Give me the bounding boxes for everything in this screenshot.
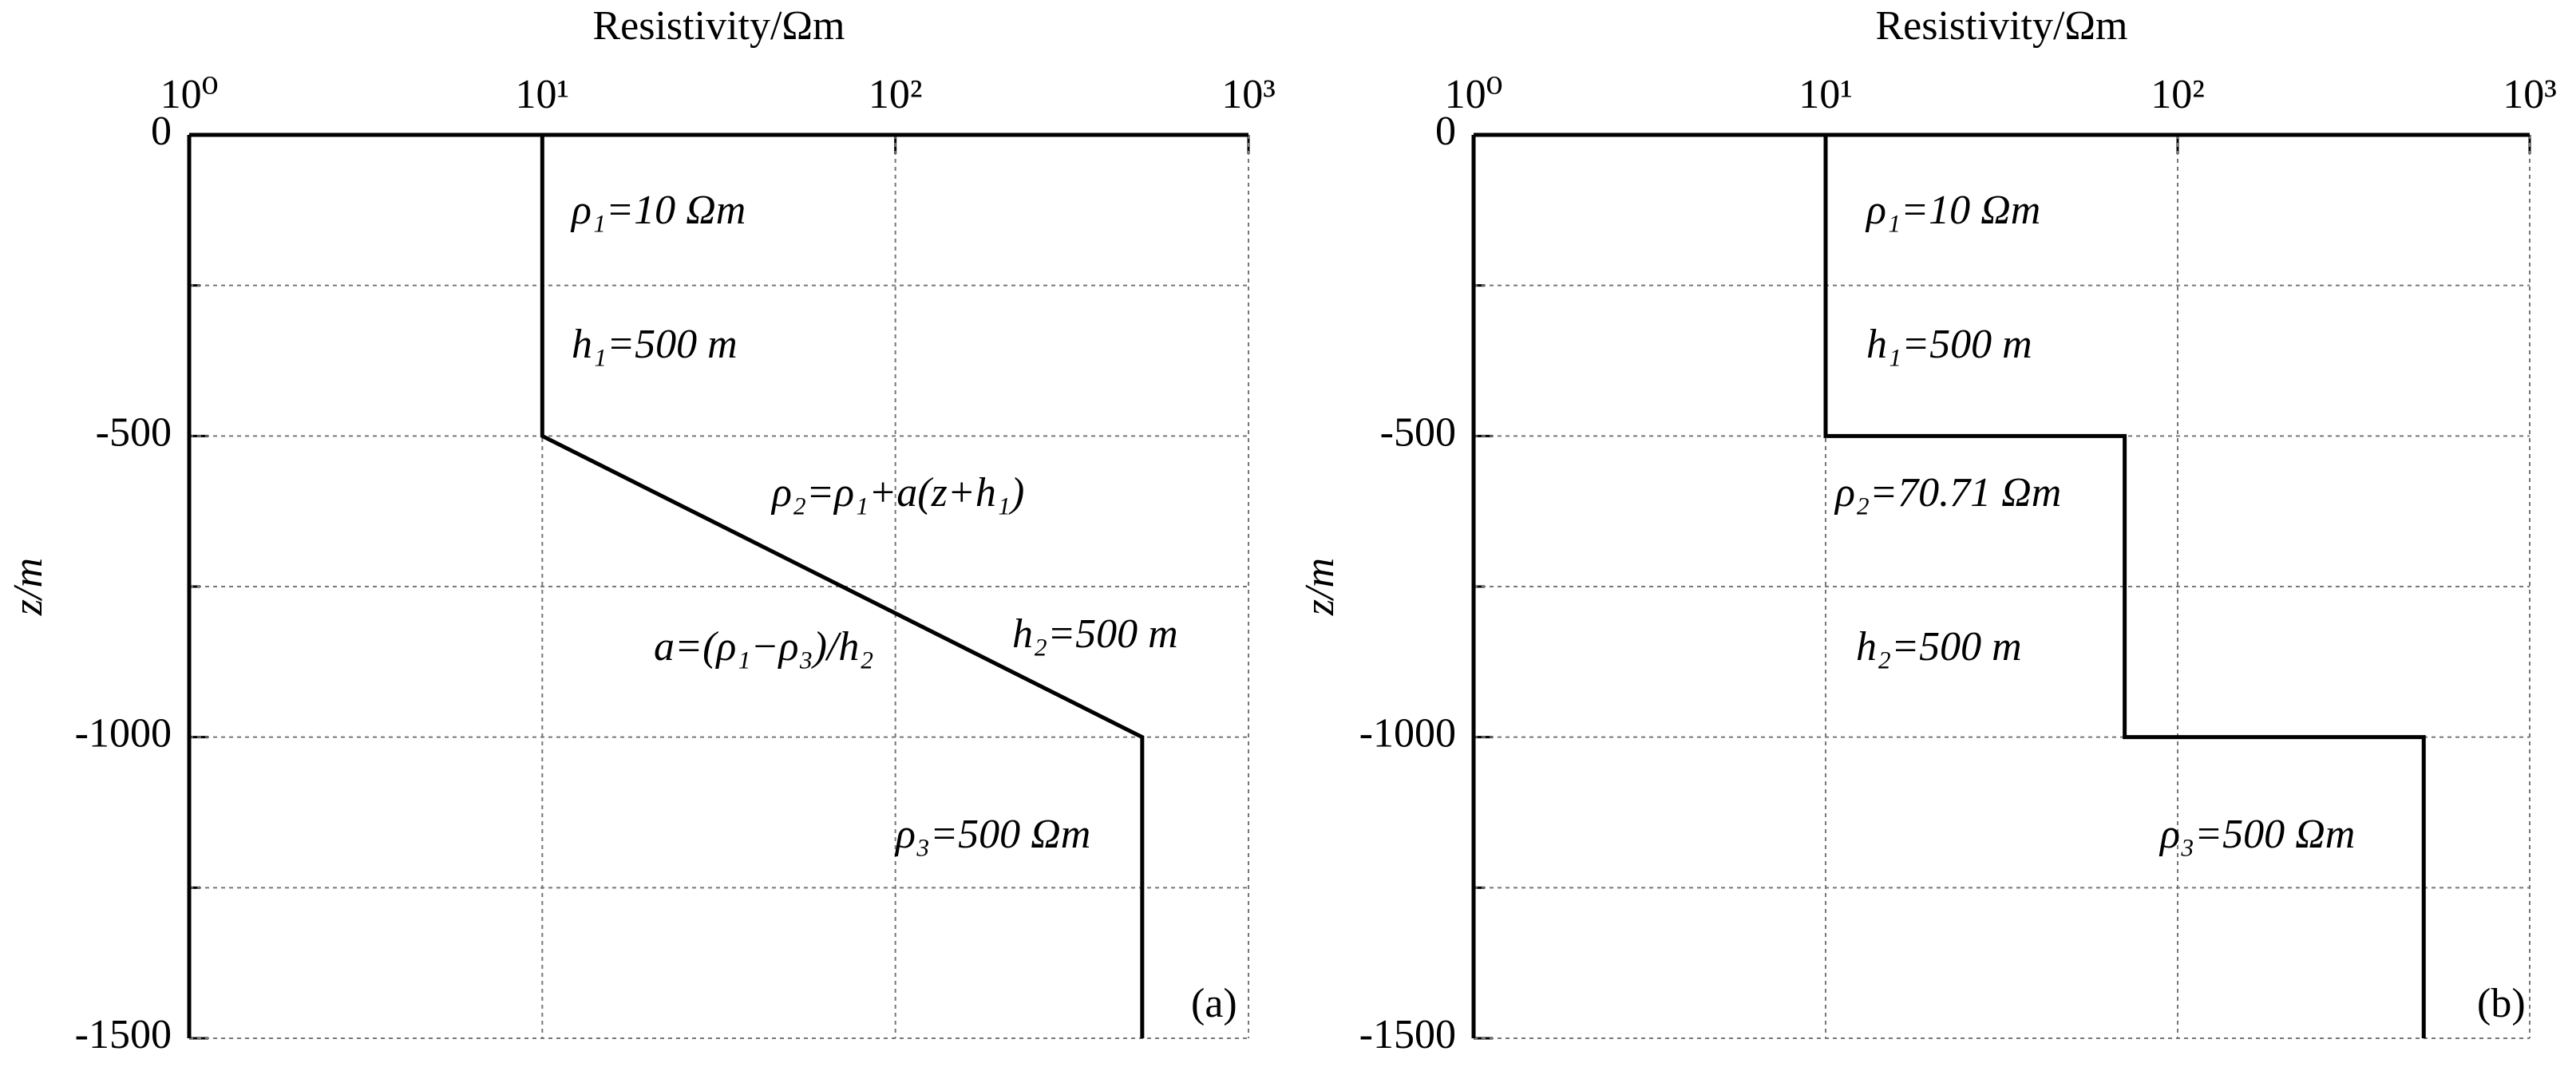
profile-line <box>1823 135 2426 1038</box>
annotation: ρ₂=70.71 Ωm <box>1834 470 2061 516</box>
y-tick-label: -1500 <box>75 1012 172 1057</box>
y-tick-label: 0 <box>151 109 172 154</box>
axis-title: Resistivity/Ωm <box>592 3 845 49</box>
x-tick-label: 10² <box>869 72 923 117</box>
annotation: ρ₁=10 Ωm <box>570 188 746 233</box>
y-axis-label: z/m <box>6 558 51 616</box>
annotation: ρ₃=500 Ωm <box>894 812 1090 857</box>
annotation: h₂=500 m <box>1856 624 2022 670</box>
profile-line <box>540 135 1145 1038</box>
panel-label: (b) <box>2477 981 2526 1026</box>
x-tick-label: 10³ <box>1221 72 1276 117</box>
y-tick-label: 0 <box>1435 109 1456 154</box>
annotation: a=(ρ₁−ρ₃)/h₂ <box>654 624 873 670</box>
annotation: ρ₃=500 Ωm <box>2159 812 2355 857</box>
panel: Resistivity/Ωm z/m 10⁰ 10¹ 10² 10³ 0 -500 -1000 -… <box>6 3 1276 1057</box>
y-axis-label: z/m <box>1297 558 1343 616</box>
annotation: ρ₁=10 Ωm <box>1865 188 2040 233</box>
x-tick-label: 10² <box>2151 72 2205 117</box>
x-tick-label: 10⁰ <box>160 72 219 117</box>
annotation: h₁=500 m <box>1866 322 2032 367</box>
y-tick-label: -1000 <box>1359 711 1456 757</box>
annotation: ρ₂=ρ₁+a(z+h₁) <box>770 470 1024 516</box>
annotation: h₁=500 m <box>572 322 738 367</box>
annotation: h₂=500 m <box>1012 611 1178 657</box>
y-tick-label: -500 <box>96 409 172 455</box>
y-tick-label: -500 <box>1380 409 1456 455</box>
x-tick-label: 10¹ <box>516 72 570 117</box>
panel: Resistivity/Ωm z/m 10⁰ 10¹ 10² 10³ 0 -500 -1000 -… <box>1297 3 2557 1057</box>
axis-title: Resistivity/Ωm <box>1875 3 2127 49</box>
x-tick-label: 10¹ <box>1798 72 1853 117</box>
y-tick-label: -1500 <box>1359 1012 1456 1057</box>
y-tick-label: -1000 <box>75 711 172 757</box>
x-tick-label: 10⁰ <box>1445 72 1503 117</box>
panel-label: (a) <box>1191 981 1237 1026</box>
x-tick-label: 10³ <box>2503 72 2557 117</box>
